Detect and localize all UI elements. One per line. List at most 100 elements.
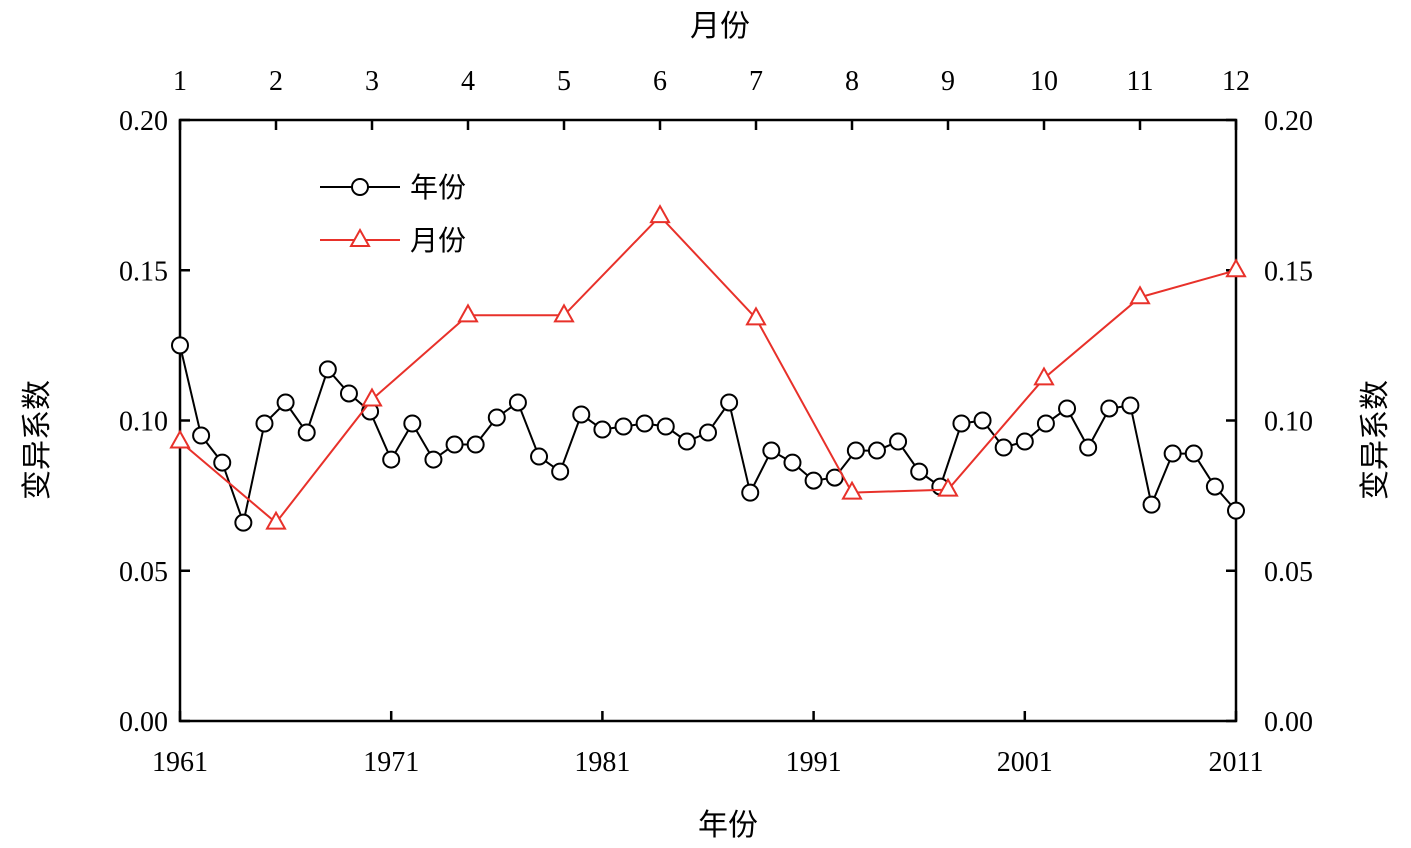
data-point-circle [762,441,781,460]
data-point-circle [867,441,886,460]
data-point-circle [1121,396,1140,415]
x-axis-top-ticks: 1 2 3 4 5 6 7 8 9 10 11 12 [173,66,1250,130]
x-axis-bottom-title: 年份 [698,808,758,843]
data-point-triangle [457,303,479,323]
x-top-tick-label: 8 [845,66,859,97]
data-point-circle [952,414,971,433]
data-point-circle [1079,438,1098,457]
legend: 年份 月份 [320,171,466,257]
data-point-triangle [553,303,575,323]
data-point-circle [297,423,316,442]
data-point-triangle [649,204,671,224]
x-top-tick-label: 12 [1222,66,1250,97]
data-point-circle [910,462,929,481]
data-point-circle [382,450,401,469]
data-point-circle [1227,501,1245,520]
data-point-circle [551,462,570,481]
data-point-circle [445,435,464,454]
data-point-circle [213,453,232,472]
x-bottom-tick-label: 1991 [786,747,842,778]
plot-frame [178,118,1238,723]
y-right-tick-label: 0.15 [1264,256,1313,287]
data-point-circle [318,360,337,379]
legend-marker-triangle [349,227,371,247]
data-point-circle [487,408,506,427]
y-left-tick-label: 0.00 [119,707,168,738]
data-point-circle [276,393,295,412]
y-right-tick-label: 0.05 [1264,557,1313,588]
data-point-circle [1163,444,1182,463]
data-point-circle [424,450,443,469]
x-top-tick-label: 6 [653,66,667,97]
x-bottom-tick-label: 1961 [152,747,208,778]
data-point-circle [1058,399,1077,418]
y-left-tick-label: 0.10 [119,407,168,438]
x-top-tick-label: 1 [173,66,187,97]
data-point-circle [804,471,823,490]
data-point-triangle [841,480,863,500]
y-axis-left-ticks: 0.00 0.05 0.10 0.15 0.20 [119,106,190,738]
x-top-tick-label: 11 [1127,66,1154,97]
data-point-circle [741,483,760,502]
x-top-tick-label: 4 [461,66,475,97]
x-top-tick-label: 10 [1030,66,1058,97]
x-top-tick-label: 3 [365,66,379,97]
x-bottom-tick-label: 2001 [997,747,1053,778]
y-axis-right-ticks: 0.00 0.05 0.10 0.15 0.20 [1226,106,1313,738]
data-point-circle [1015,432,1034,451]
x-top-tick-label: 7 [749,66,763,97]
data-point-circle [699,423,717,442]
x-top-tick-label: 2 [269,66,283,97]
data-point-triangle [1033,366,1055,386]
data-point-triangle [169,429,191,449]
data-point-circle [720,393,739,412]
data-point-circle [171,336,189,355]
data-point-circle [466,435,485,454]
x-bottom-tick-label: 1981 [574,747,630,778]
data-point-triangle [1225,258,1247,278]
data-point-circle [783,453,802,472]
y-axis-left-title: 变异系数 [20,380,55,500]
series-line-2 [179,214,1237,525]
data-point-circle [677,432,696,451]
data-point-circle [572,405,591,424]
data-point-circle [889,432,908,451]
data-point-circle [403,414,422,433]
x-axis-bottom-ticks: 1961 1971 1981 1991 2001 2011 [152,711,1263,778]
data-point-triangle [745,306,767,326]
data-point-circle [1205,477,1224,496]
data-point-circle [530,447,549,466]
data-point-circle [339,384,358,403]
data-point-circle [973,411,992,430]
data-point-triangle [1129,285,1151,305]
data-point-circle [1100,399,1119,418]
data-point-circle [614,417,633,436]
y-right-tick-label: 0.00 [1264,707,1313,738]
y-right-tick-label: 0.10 [1264,407,1313,438]
y-right-tick-label: 0.20 [1264,106,1313,137]
data-point-circle [234,513,253,532]
data-point-circle [1184,444,1203,463]
data-point-circle [508,393,527,412]
x-bottom-tick-label: 1971 [363,747,419,778]
x-top-tick-label: 9 [941,66,955,97]
x-axis-top-title: 月份 [690,9,750,44]
data-point-triangle [937,477,959,497]
data-point-circle [994,438,1013,457]
y-left-tick-label: 0.15 [119,256,168,287]
data-point-circle [1142,495,1161,514]
data-point-circle [1036,414,1055,433]
data-point-circle [593,420,612,439]
legend-marker-circle [351,178,369,196]
y-left-tick-label: 0.05 [119,557,168,588]
data-point-circle [846,441,865,460]
data-point-circle [635,414,654,433]
data-point-triangle [265,510,287,530]
legend-label-series-2: 月份 [410,224,466,257]
data-point-circle [192,426,211,445]
y-axis-right-title: 变异系数 [1358,380,1393,500]
series-layer [169,204,1247,532]
data-point-triangle [361,387,383,407]
y-left-tick-label: 0.20 [119,106,168,137]
